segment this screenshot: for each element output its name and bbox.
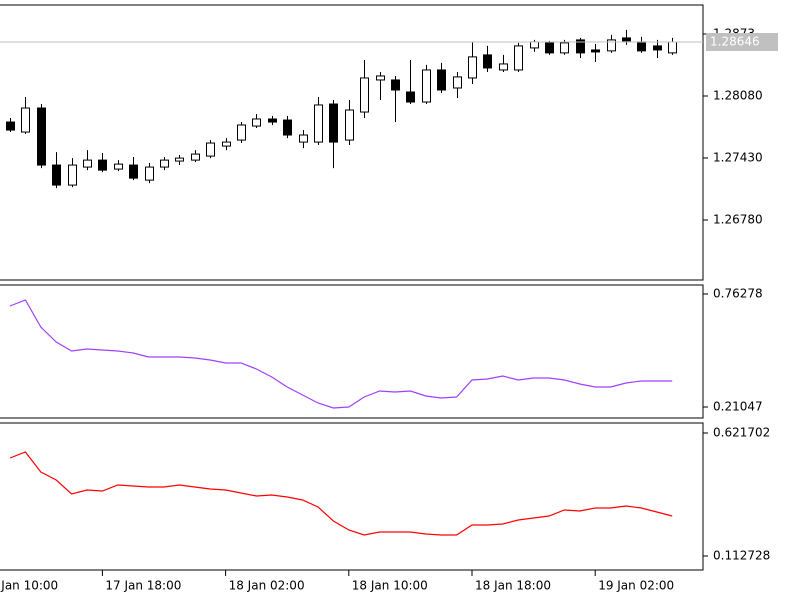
candle-body xyxy=(468,56,477,79)
candle-body xyxy=(653,45,662,51)
x-tick-label: 18 Jan 18:00 xyxy=(475,579,551,593)
indicator-line xyxy=(9,451,673,536)
y-tick-label: 0.21047 xyxy=(713,399,763,413)
candle-body xyxy=(283,119,292,136)
candle-body xyxy=(252,118,261,127)
candle-body xyxy=(222,141,231,147)
candle-body xyxy=(37,107,46,166)
candle-body xyxy=(175,157,184,162)
candle-body xyxy=(637,41,646,52)
y-tick-label: 1.26780 xyxy=(713,213,763,227)
candle-body xyxy=(514,45,523,71)
candle-body xyxy=(560,42,569,54)
y-tick-label: 0.112728 xyxy=(713,549,770,563)
plot-area xyxy=(6,29,677,536)
candle-body xyxy=(345,109,354,141)
candle-body xyxy=(622,37,631,42)
y-tick-label: 0.76278 xyxy=(713,287,763,301)
candle-body xyxy=(437,69,446,91)
candle-body xyxy=(576,39,585,54)
pane-frame xyxy=(0,422,704,571)
y-tick-label: 1.28080 xyxy=(713,88,763,102)
current-price-label: 1.28646 xyxy=(710,35,760,49)
candle-body xyxy=(360,77,369,113)
candle-body xyxy=(237,124,246,141)
candle-body xyxy=(483,54,492,69)
x-tick-label: 18 Jan 10:00 xyxy=(352,579,428,593)
x-tick-label: 19 Jan 02:00 xyxy=(598,579,674,593)
candle-body xyxy=(145,166,154,181)
candle-body xyxy=(422,69,431,103)
y-tick-label: 0.621702 xyxy=(713,425,770,439)
candle-body xyxy=(530,41,539,49)
candle-body xyxy=(376,75,385,81)
candle-body xyxy=(114,163,123,170)
candle-body xyxy=(191,153,200,161)
candle-body xyxy=(206,142,215,157)
candle-body xyxy=(160,159,169,168)
candle-body xyxy=(607,39,616,52)
candle-body xyxy=(129,164,138,179)
candle-body xyxy=(591,49,600,53)
indicator-line xyxy=(9,299,673,409)
candle-body xyxy=(329,103,338,143)
pane-frame xyxy=(0,284,704,419)
candle-body xyxy=(52,164,61,186)
candle-body xyxy=(545,42,554,54)
candle-body xyxy=(314,104,323,143)
candle-body xyxy=(83,159,92,168)
candle-body xyxy=(299,134,308,143)
candle-body xyxy=(668,41,677,54)
current-price-tag xyxy=(706,33,778,52)
candle-body xyxy=(406,91,415,103)
candle-body xyxy=(98,159,107,171)
candle-body xyxy=(499,63,508,71)
candle-body xyxy=(6,121,15,131)
candle-body xyxy=(391,79,400,91)
candle-body xyxy=(268,118,277,123)
candle-body xyxy=(453,76,462,89)
y-tick-label: 1.27430 xyxy=(713,151,763,165)
x-tick-label: 17 Jan 10:00 xyxy=(0,579,58,593)
candle-body xyxy=(68,164,77,186)
pane-frame xyxy=(0,4,704,281)
x-tick-label: 18 Jan 02:00 xyxy=(229,579,305,593)
x-tick-label: 17 Jan 18:00 xyxy=(105,579,181,593)
candle-body xyxy=(21,107,30,133)
